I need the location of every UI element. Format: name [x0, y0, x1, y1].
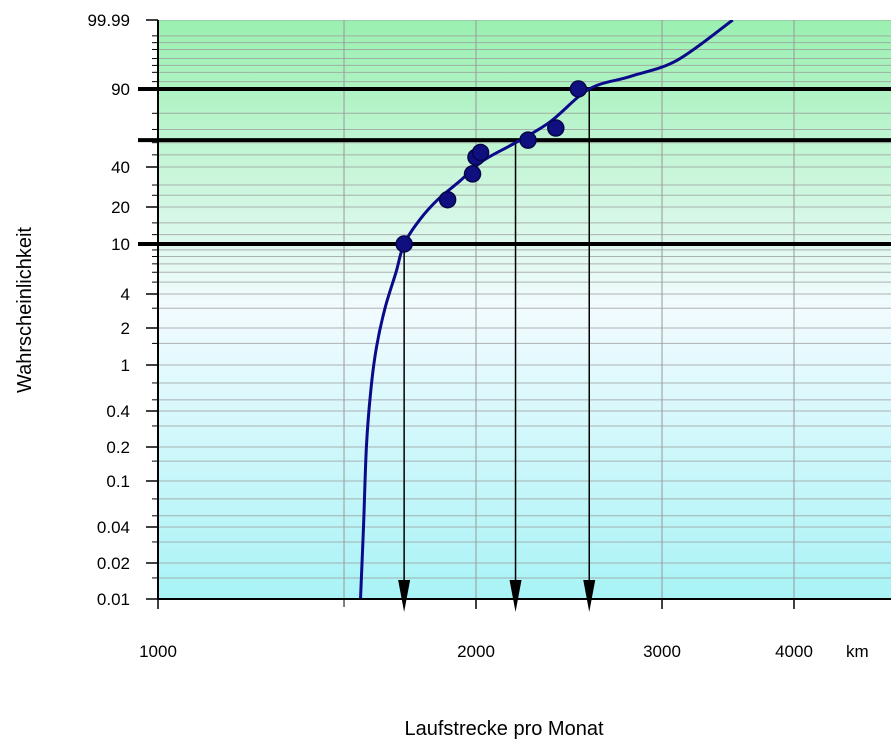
x-tick-label: 1000	[139, 642, 177, 661]
reference-lines	[138, 87, 891, 612]
x-axis-title: Laufstrecke pro Monat	[405, 718, 604, 740]
y-tick-label: 20	[111, 198, 130, 217]
y-tick-label: 0.4	[106, 402, 130, 421]
y-tick-label: 0.1	[106, 472, 130, 491]
data-points	[395, 80, 588, 253]
data-point	[395, 235, 413, 253]
x-tick-label: 4000	[775, 642, 813, 661]
x-axis-unit: km	[846, 642, 869, 661]
arrow-head	[398, 580, 411, 612]
data-point	[438, 190, 457, 209]
data-point	[471, 143, 490, 162]
data-point	[463, 165, 482, 183]
plot-area	[158, 20, 891, 599]
y-tick-label: 90	[111, 80, 130, 99]
y-tick-label: 2	[121, 319, 130, 338]
data-point	[519, 131, 537, 149]
y-tick-label: 0.2	[106, 438, 130, 457]
y-tick-label: 1	[121, 356, 130, 375]
y-tick-label: 4	[121, 285, 130, 304]
y-axis-ticks: 99.99 90 40 20 10 4 2 1 0.4 0.2 0.1 0.04 0.02 0.01	[87, 11, 158, 609]
y-tick-label: 40	[111, 158, 130, 177]
fit-curve	[359, 20, 734, 599]
data-point	[569, 80, 588, 98]
x-tick-label: 3000	[643, 642, 681, 661]
y-tick-label: 0.04	[97, 518, 130, 537]
y-tick-label: 0.02	[97, 554, 130, 573]
arrow-head	[583, 580, 596, 612]
y-tick-label: 99.99	[87, 11, 130, 30]
data-point	[547, 119, 565, 137]
x-axis-ticks: 1000 2000 3000 4000	[139, 599, 813, 661]
y-axis-title: Wahrscheinlichkeit	[14, 227, 36, 393]
fit-curve-line	[359, 20, 734, 599]
arrow-head	[509, 580, 522, 612]
y-tick-label: 10	[111, 235, 130, 254]
y-tick-label: 0.01	[97, 590, 130, 609]
x-tick-label: 2000	[457, 642, 495, 661]
